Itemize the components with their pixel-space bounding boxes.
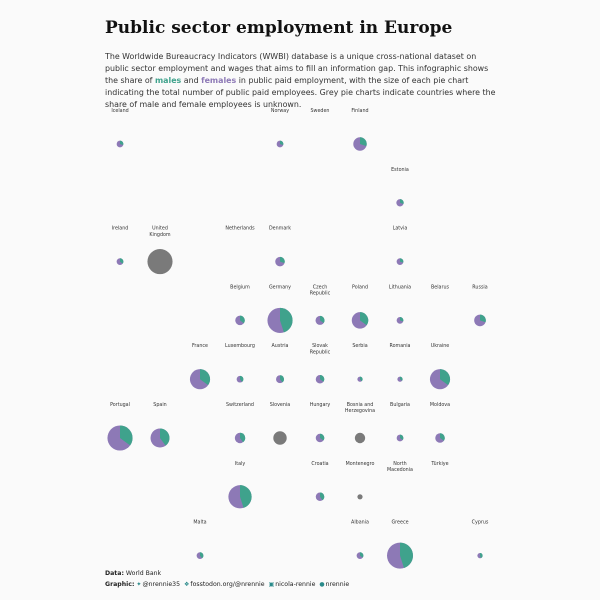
country-label-iceland: Iceland	[111, 108, 128, 114]
country-label-austria: Austria	[272, 343, 289, 349]
country-label-greece: Greece	[391, 520, 408, 526]
country-label-luxembourg: Luxembourg	[225, 343, 255, 349]
country-label-bosnia-and-herzegovina: Bosnia and Herzegovina	[345, 402, 375, 414]
github-icon: ●	[319, 580, 325, 588]
linkedin-handle[interactable]: nicola-rennie	[275, 580, 316, 588]
pie-malta-male	[200, 552, 204, 559]
pie-norway-male	[280, 140, 284, 146]
pie-montenegro-unknown	[357, 494, 363, 500]
country-label-estonia: Estonia	[391, 167, 409, 173]
data-source-line: Data: World Bank	[105, 570, 162, 577]
pie-italy-male	[240, 485, 252, 508]
country-label-denmark: Denmark	[269, 226, 291, 232]
country-label-malta: Malta	[193, 520, 206, 526]
country-label-portugal: Portugal	[110, 402, 130, 408]
country-label-hungary: Hungary	[310, 402, 331, 408]
country-label-poland: Poland	[352, 284, 368, 290]
pie-finland-male	[360, 137, 367, 147]
country-label-croatia: Croatia	[311, 461, 328, 467]
country-label-moldova: Moldova	[430, 402, 450, 408]
country-label-t-rkiye: Türkiye	[430, 461, 448, 467]
graphic-credit-line: Graphic: ✦@nrennie35 ❖fosstodon.org/@nrenn…	[105, 580, 349, 591]
pie-portugal-male	[120, 425, 133, 446]
pie-croatia-male	[320, 492, 325, 501]
country-label-latvia: Latvia	[393, 226, 408, 232]
mastodon-icon: ❖	[184, 580, 190, 588]
country-label-united-kingdom: United Kingdom	[149, 226, 171, 238]
pie-czech-republic-male	[320, 315, 325, 324]
pie-austria-male	[280, 375, 284, 383]
footer: Data: World Bank Graphic: ✦@nrennie35 ❖fos…	[105, 569, 349, 590]
pie-germany-male	[280, 307, 293, 333]
page-title: Public sector employment in Europe	[105, 18, 453, 38]
country-label-netherlands: Netherlands	[225, 226, 255, 232]
pie-lithuania-male	[400, 317, 404, 322]
pie-denmark-male	[280, 256, 285, 264]
pie-france-male	[200, 369, 211, 386]
pie-cyprus-male	[480, 553, 483, 559]
country-label-sweden: Sweden	[311, 108, 330, 114]
country-label-lithuania: Lithuania	[389, 284, 411, 290]
country-label-north-macedonia: North Macedonia	[387, 461, 413, 473]
country-label-norway: Norway	[271, 108, 289, 114]
pie-poland-male	[360, 312, 369, 326]
country-label-ireland: Ireland	[112, 226, 129, 232]
pie-hungary-male	[320, 433, 325, 441]
country-label-montenegro: Montenegro	[346, 461, 375, 467]
pie-spain-male	[160, 428, 170, 446]
pie-bulgaria-male	[400, 434, 404, 440]
pie-belgium-male	[240, 315, 245, 324]
data-label: Data	[105, 570, 122, 577]
country-label-spain: Spain	[153, 402, 166, 408]
pie-estonia-male	[400, 199, 404, 204]
linkedin-icon: ▣	[268, 580, 275, 588]
twitter-icon: ✦	[136, 580, 142, 588]
pie-united-kingdom-unknown	[147, 249, 173, 275]
mastodon-handle[interactable]: fosstodon.org/@nrennie	[190, 580, 265, 588]
country-label-czech-republic: Czech Republic	[310, 284, 331, 296]
country-label-belarus: Belarus	[431, 284, 450, 290]
pie-iceland-male	[120, 140, 124, 146]
country-label-albania: Albania	[351, 520, 369, 526]
country-label-russia: Russia	[472, 284, 487, 290]
country-label-cyprus: Cyprus	[472, 520, 489, 526]
subtitle-text-2: and	[181, 76, 202, 86]
pie-ireland-male	[120, 258, 124, 264]
country-label-bulgaria: Bulgaria	[390, 402, 410, 408]
pie-moldova-male	[440, 433, 445, 441]
country-label-slovenia: Slovenia	[270, 402, 290, 408]
subtitle-text-1: The Worldwide Bureaucracy Indicators (WW…	[105, 52, 489, 86]
pie-luxembourg-male	[240, 375, 244, 382]
country-label-france: France	[192, 343, 208, 349]
country-label-slovak-republic: Slovak Republic	[310, 343, 331, 355]
pie-slovenia-unknown	[273, 431, 287, 445]
pie-switzerland-male	[240, 432, 246, 443]
males-highlight: males	[154, 76, 182, 86]
country-label-finland: Finland	[351, 108, 368, 114]
pie-serbia-male	[360, 376, 363, 382]
github-handle[interactable]: nrennie	[325, 580, 350, 588]
pie-romania-male	[400, 376, 403, 381]
country-label-belgium: Belgium	[230, 284, 250, 290]
subtitle-text-3: in public paid employment, with the size…	[105, 76, 496, 110]
pie-bosnia-and-herzegovina-unknown	[354, 432, 366, 444]
pie-albania-male	[360, 552, 364, 558]
pie-ukraine-male	[440, 369, 451, 386]
pie-russia-male	[480, 314, 486, 323]
data-source: World Bank	[125, 570, 162, 577]
pie-greece-male	[400, 542, 413, 568]
country-label-ukraine: Ukraine	[431, 343, 450, 349]
country-label-serbia: Serbia	[352, 343, 367, 349]
pie-latvia-male	[400, 258, 404, 263]
graphic-label: Graphic	[105, 580, 132, 588]
pie-slovak-republic-male	[320, 374, 325, 382]
females-highlight: females	[201, 76, 237, 86]
country-label-romania: Romania	[390, 343, 411, 349]
country-label-germany: Germany	[269, 284, 291, 290]
subtitle: The Worldwide Bureaucracy Indicators (WW…	[105, 51, 497, 111]
country-label-switzerland: Switzerland	[226, 402, 254, 408]
twitter-handle[interactable]: @nrennie35	[142, 580, 181, 588]
country-label-italy: Italy	[235, 461, 246, 467]
